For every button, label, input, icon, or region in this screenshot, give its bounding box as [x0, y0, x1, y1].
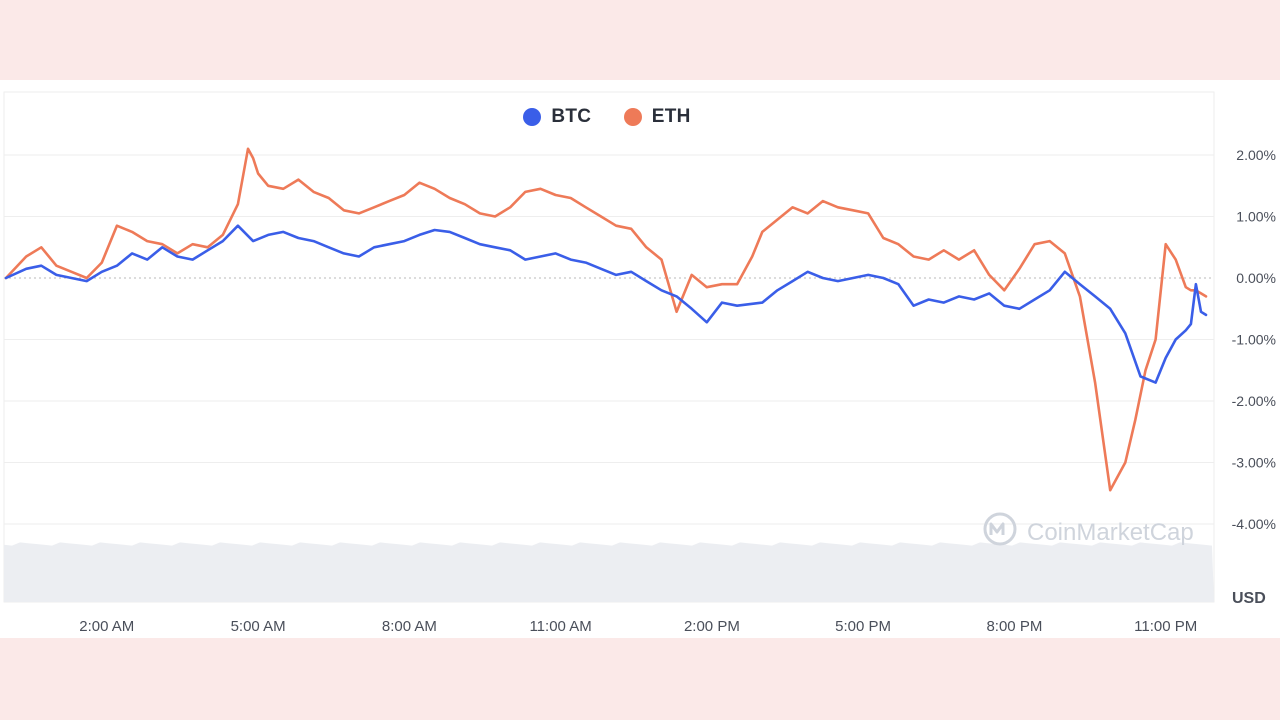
- coinmarketcap-logo-icon: [983, 512, 1017, 546]
- x-tick-label: 5:00 PM: [835, 618, 891, 635]
- x-tick-label: 5:00 AM: [231, 618, 286, 635]
- x-tick-label: 8:00 AM: [382, 618, 437, 635]
- legend-label-btc: BTC: [551, 106, 592, 127]
- volume-area: [4, 542, 1214, 602]
- y-unit-label: USD: [1232, 590, 1266, 607]
- y-tick-label: -1.00%: [1232, 332, 1276, 348]
- x-tick-label: 2:00 AM: [79, 618, 134, 635]
- series-lines: [4, 147, 1208, 492]
- x-tick-label: 11:00 AM: [529, 618, 591, 635]
- legend-dot-btc: [523, 108, 542, 126]
- watermark: CoinMarketCap: [983, 512, 1194, 546]
- legend-dot-eth: [623, 108, 642, 126]
- y-tick-label: 2.00%: [1236, 147, 1276, 163]
- chart-card: BTC ETH CoinMarketCap 2.00% 1.00% 0.00% -1.…: [0, 80, 1280, 638]
- chart-legend: BTC ETH: [0, 106, 1214, 131]
- watermark-text: CoinMarketCap: [1027, 519, 1194, 546]
- y-tick-label: 0.00%: [1236, 270, 1276, 286]
- x-axis-ticks: 2:00 AM 5:00 AM 8:00 AM 11:00 AM 2:00 PM 5:00…: [79, 618, 1197, 635]
- legend-label-eth: ETH: [651, 106, 691, 127]
- y-tick-label: -4.00%: [1232, 516, 1276, 532]
- line-chart[interactable]: CoinMarketCap 2.00% 1.00% 0.00% -1.00% -2.00…: [0, 80, 1280, 638]
- x-tick-label: 2:00 PM: [684, 618, 740, 635]
- legend-item-eth[interactable]: ETH: [623, 106, 691, 128]
- y-axis-ticks: 2.00% 1.00% 0.00% -1.00% -2.00% -3.00% -4.00%: [1232, 147, 1276, 532]
- x-tick-label: 11:00 PM: [1134, 618, 1197, 635]
- volume-bars: [4, 542, 1214, 602]
- y-tick-label: -2.00%: [1232, 393, 1276, 409]
- grid-lines: [3, 91, 1215, 603]
- legend-item-btc[interactable]: BTC: [523, 106, 591, 128]
- y-tick-label: -3.00%: [1232, 455, 1276, 471]
- series-line-btc[interactable]: [4, 224, 1208, 384]
- x-tick-label: 8:00 PM: [986, 618, 1042, 635]
- y-tick-label: 1.00%: [1236, 209, 1276, 225]
- series-line-eth[interactable]: [4, 147, 1208, 492]
